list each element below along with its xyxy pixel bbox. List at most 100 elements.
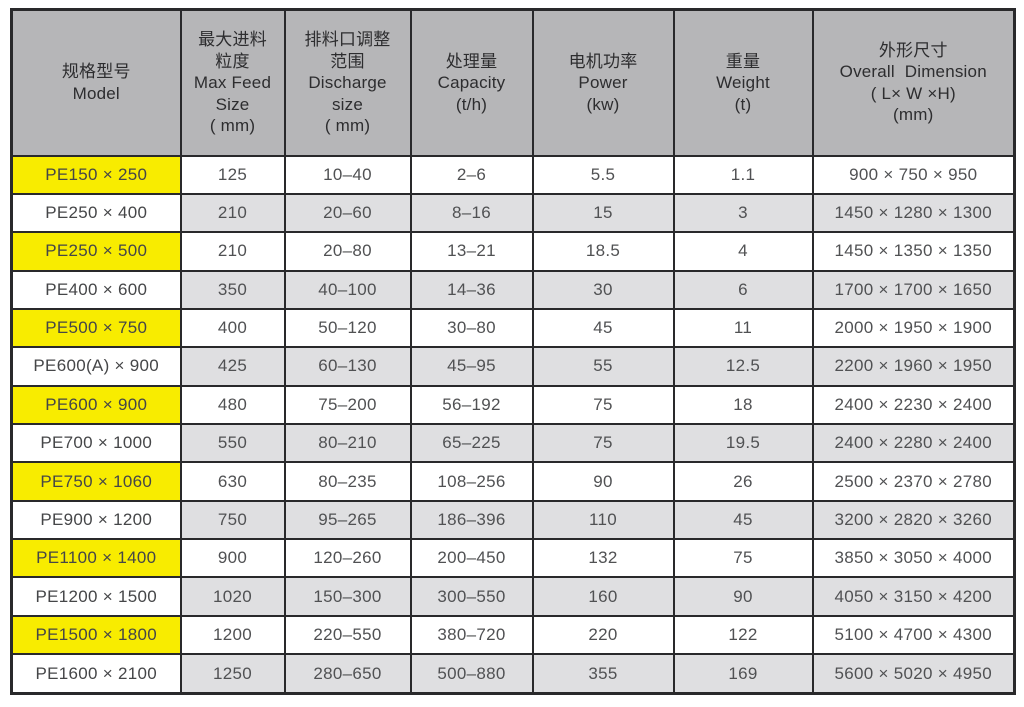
overall-dimension-cell: 2200 × 1960 × 1950 (811, 346, 1016, 387)
weight-cell: 90 (672, 576, 814, 617)
capacity-cell: 65–225 (409, 423, 534, 464)
model-cell: PE1500 × 1800 (10, 614, 182, 656)
header-label: Model (72, 83, 120, 103)
header-label: 最大进料 (198, 30, 267, 49)
discharge-size-cell: 20–60 (283, 192, 412, 234)
header-row: 规格型号 Model 最大进料 粒度 Max Feed Size ( mm) 排… (10, 8, 1016, 157)
table-row: PE750 × 1060 630 80–235 108–256 90 26 25… (10, 461, 1016, 502)
table-row: PE700 × 1000 550 80–210 65–225 75 19.5 2… (10, 423, 1016, 464)
header-label: ( L× W ×H) (870, 83, 956, 103)
header-label: Power (578, 73, 628, 92)
overall-dimension-cell: 3200 × 2820 × 3260 (811, 499, 1016, 541)
overall-dimension-cell: 900 × 750 × 950 (811, 154, 1016, 195)
discharge-size-cell: 280–650 (283, 653, 412, 695)
power-cell: 220 (531, 614, 675, 656)
weight-cell: 11 (672, 307, 814, 349)
capacity-cell: 380–720 (409, 614, 534, 656)
capacity-cell: 13–21 (409, 231, 534, 272)
table-row: PE250 × 400 210 20–60 8–16 15 3 1450 × 1… (10, 192, 1016, 234)
capacity-cell: 56–192 (409, 384, 534, 426)
power-cell: 55 (531, 346, 675, 387)
max-feed-size-cell: 900 (179, 538, 286, 579)
weight-cell: 75 (672, 538, 814, 579)
col-header-max-feed-size: 最大进料 粒度 Max Feed Size ( mm) (179, 8, 286, 157)
overall-dimension-cell: 5600 × 5020 × 4950 (811, 653, 1016, 695)
discharge-size-cell: 60–130 (283, 346, 412, 387)
max-feed-size-cell: 425 (179, 346, 286, 387)
model-cell: PE150 × 250 (10, 154, 182, 195)
model-cell: PE600 × 900 (10, 384, 182, 426)
discharge-size-cell: 120–260 (283, 538, 412, 579)
power-cell: 75 (531, 384, 675, 426)
table-row: PE1100 × 1400 900 120–260 200–450 132 75… (10, 538, 1016, 579)
power-cell: 160 (531, 576, 675, 617)
overall-dimension-cell: 1450 × 1280 × 1300 (811, 192, 1016, 234)
max-feed-size-cell: 125 (179, 154, 286, 195)
weight-cell: 3 (672, 192, 814, 234)
model-cell: PE1600 × 2100 (10, 653, 182, 695)
capacity-cell: 300–550 (409, 576, 534, 617)
overall-dimension-cell: 4050 × 3150 × 4200 (811, 576, 1016, 617)
col-header-overall-dimension: 外形尺寸 Overall Dimension ( L× W ×H) (mm) (811, 8, 1016, 157)
model-cell: PE250 × 400 (10, 192, 182, 234)
table-row: PE250 × 500 210 20–80 13–21 18.5 4 1450 … (10, 231, 1016, 272)
weight-cell: 26 (672, 461, 814, 502)
table-row: PE500 × 750 400 50–120 30–80 45 11 2000 … (10, 307, 1016, 349)
capacity-cell: 500–880 (409, 653, 534, 695)
discharge-size-cell: 80–210 (283, 423, 412, 464)
table-row: PE600(A) × 900 425 60–130 45–95 55 12.5 … (10, 346, 1016, 387)
table-row: PE1600 × 2100 1250 280–650 500–880 355 1… (10, 653, 1016, 695)
model-cell: PE1200 × 1500 (10, 576, 182, 617)
max-feed-size-cell: 630 (179, 461, 286, 502)
table-row: PE1500 × 1800 1200 220–550 380–720 220 1… (10, 614, 1016, 656)
power-cell: 355 (531, 653, 675, 695)
max-feed-size-cell: 210 (179, 231, 286, 272)
table-row: PE400 × 600 350 40–100 14–36 30 6 1700 ×… (10, 269, 1016, 310)
weight-cell: 4 (672, 231, 814, 272)
overall-dimension-cell: 3850 × 3050 × 4000 (811, 538, 1016, 579)
spec-sheet-page: 规格型号 Model 最大进料 粒度 Max Feed Size ( mm) 排… (10, 8, 1016, 695)
capacity-cell: 14–36 (409, 269, 534, 310)
power-cell: 30 (531, 269, 675, 310)
header-label: 电机功率 (568, 51, 638, 71)
model-cell: PE700 × 1000 (10, 423, 182, 464)
discharge-size-cell: 80–235 (283, 461, 412, 502)
power-cell: 18.5 (531, 231, 675, 272)
header-label: Max Feed (193, 73, 272, 92)
discharge-size-cell: 95–265 (283, 499, 412, 541)
header-label: 处理量 (445, 51, 498, 71)
max-feed-size-cell: 400 (179, 307, 286, 349)
col-header-discharge-size: 排料口调整 范围 Discharge size ( mm) (283, 8, 412, 157)
header-label: Overall Dimension (839, 62, 987, 82)
model-cell: PE750 × 1060 (10, 461, 182, 502)
weight-cell: 122 (672, 614, 814, 656)
table-row: PE900 × 1200 750 95–265 186–396 110 45 3… (10, 499, 1016, 541)
header-label: 规格型号 (61, 62, 131, 82)
max-feed-size-cell: 550 (179, 423, 286, 464)
col-header-weight: 重量 Weight (t) (672, 8, 814, 157)
weight-cell: 45 (672, 499, 814, 541)
power-cell: 90 (531, 461, 675, 502)
capacity-cell: 30–80 (409, 307, 534, 349)
header-label: ( mm) (324, 116, 371, 135)
discharge-size-cell: 40–100 (283, 269, 412, 310)
col-header-power: 电机功率 Power (kw) (531, 8, 675, 157)
table-row: PE600 × 900 480 75–200 56–192 75 18 2400… (10, 384, 1016, 426)
header-label: 范围 (330, 51, 365, 71)
model-cell: PE500 × 750 (10, 307, 182, 349)
capacity-cell: 108–256 (409, 461, 534, 502)
max-feed-size-cell: 350 (179, 269, 286, 310)
weight-cell: 169 (672, 653, 814, 695)
header-label: ( mm) (209, 116, 256, 135)
header-label: Weight (716, 73, 770, 92)
header-label: 粒度 (215, 51, 250, 71)
header-label: (kw) (586, 94, 620, 114)
discharge-size-cell: 150–300 (283, 576, 412, 617)
header-label: Size (215, 94, 250, 114)
header-label: (mm) (893, 105, 934, 125)
power-cell: 110 (531, 499, 675, 541)
discharge-size-cell: 50–120 (283, 307, 412, 349)
table-body: PE150 × 250 125 10–40 2–6 5.5 1.1 900 × … (10, 154, 1016, 695)
discharge-size-cell: 10–40 (283, 154, 412, 195)
weight-cell: 6 (672, 269, 814, 310)
